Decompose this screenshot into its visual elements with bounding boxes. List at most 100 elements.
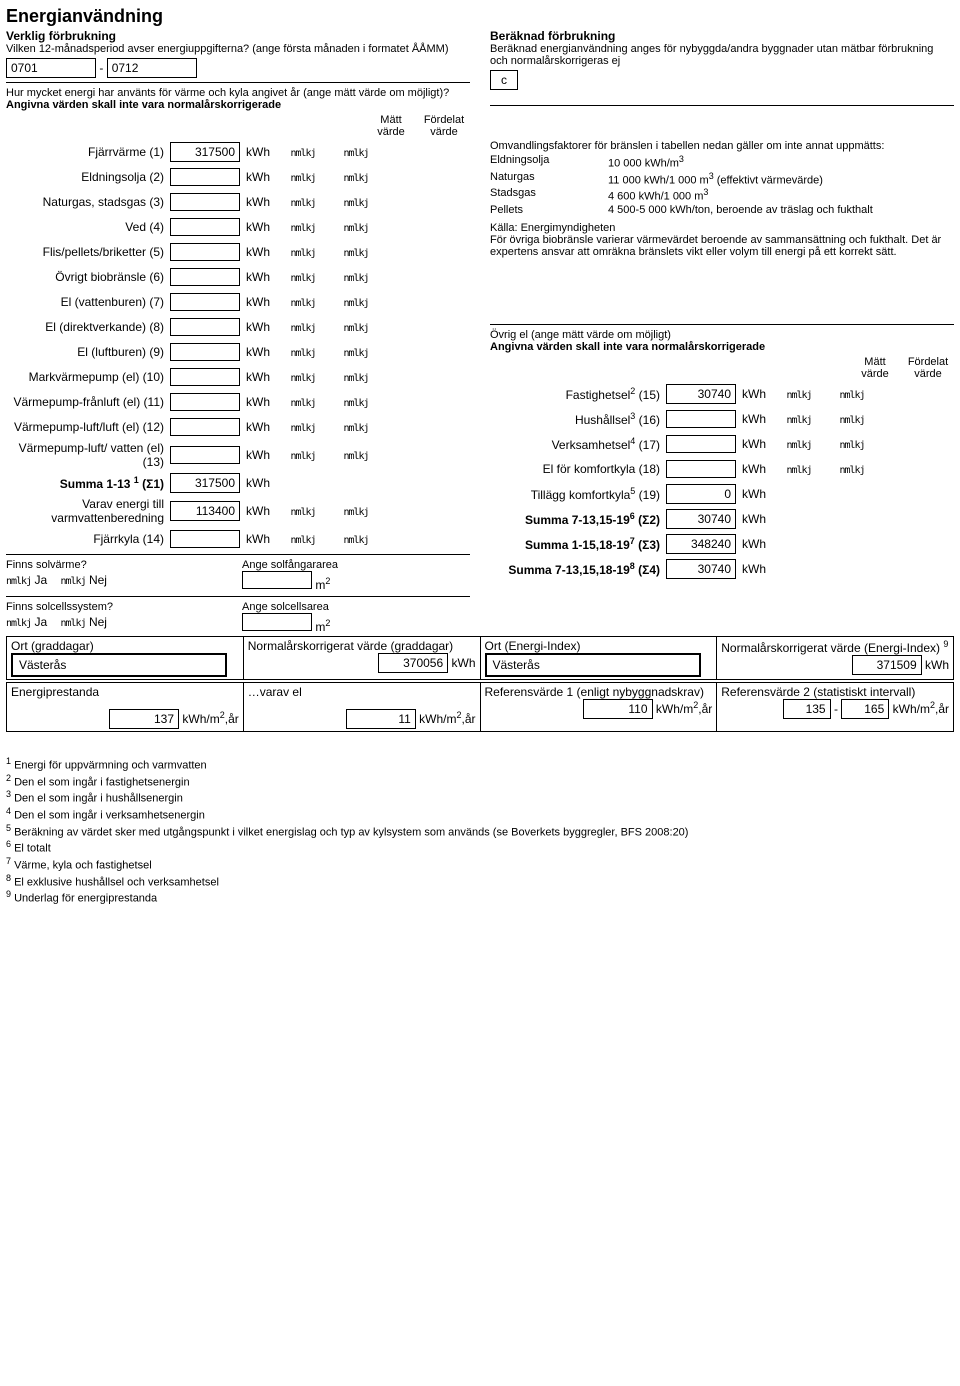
el-row-value[interactable] [666, 460, 736, 478]
radio-fordelat[interactable]: nmlkj [330, 320, 382, 334]
radio-matt[interactable]: nmlkj [282, 245, 324, 259]
unit: kWh [246, 504, 276, 518]
solv-area-input[interactable] [242, 571, 312, 589]
radio-fordelat[interactable]: nmlkj [330, 195, 382, 209]
kalla: Källa: Energimyndigheten [490, 222, 954, 234]
radio[interactable]: nmlkj [282, 504, 324, 518]
unit: kWh/m2,år [893, 702, 949, 716]
radio-fordelat[interactable]: nmlkj [330, 345, 382, 359]
radio-fordelat[interactable]: nmlkj [330, 145, 382, 159]
conv-value: 11 000 kWh/1 000 m3 (effektivt värmevärd… [608, 171, 823, 187]
tillagg-label: Tillägg komfortkyla5 (19) [490, 486, 660, 502]
energy-row-value[interactable] [170, 293, 240, 311]
radio-fordelat[interactable]: nmlkj [330, 270, 382, 284]
radio-matt[interactable]: nmlkj [282, 395, 324, 409]
unit: kWh [246, 145, 276, 159]
radio-fordelat[interactable]: nmlkj [330, 448, 382, 462]
energy-row-label: Naturgas, stadsgas (3) [6, 195, 164, 209]
radio-matt[interactable]: nmlkj [282, 345, 324, 359]
col-fordelat: Fördelat värde [418, 114, 470, 138]
radio-fordelat[interactable]: nmlkj [826, 437, 878, 451]
radio-matt[interactable]: nmlkj [778, 462, 820, 476]
radio-matt[interactable]: nmlkj [282, 220, 324, 234]
radio-fordelat[interactable]: nmlkj [330, 420, 382, 434]
radio-matt[interactable]: nmlkj [282, 195, 324, 209]
energy-row-value[interactable] [170, 193, 240, 211]
norm-gd-label: Normalårskorrigerat värde (graddagar) [248, 639, 476, 653]
norm-ei-value: 371509 [852, 655, 922, 675]
el-row-label: Hushållsel3 (16) [490, 411, 660, 427]
energy-row-value[interactable] [170, 168, 240, 186]
unit: kWh [742, 512, 772, 526]
radio-fordelat[interactable]: nmlkj [330, 370, 382, 384]
ovr-el-heading: Övrig el (ange mätt värde om möjligt) [490, 329, 954, 341]
radio-matt[interactable]: nmlkj [778, 387, 820, 401]
energy-row-value[interactable] [170, 368, 240, 386]
unit: kWh [246, 170, 276, 184]
ort-ei-label: Ort (Energi-Index) [485, 639, 713, 653]
radio-matt[interactable]: nmlkj [282, 320, 324, 334]
varav-label: Varav energi till varmvattenberedning [6, 497, 164, 525]
radio-fordelat[interactable]: nmlkj [330, 295, 382, 309]
radio[interactable]: nmlkj [330, 532, 382, 546]
energy-row-value[interactable] [170, 418, 240, 436]
radio-matt[interactable]: nmlkj [778, 437, 820, 451]
el-row-label: El för komfortkyla (18) [490, 462, 660, 476]
energy-row-value[interactable] [170, 243, 240, 261]
solv-ja-radio[interactable]: nmlkj [6, 576, 31, 587]
radio-matt[interactable]: nmlkj [282, 420, 324, 434]
ja-label: Ja [34, 573, 47, 587]
radio-fordelat[interactable]: nmlkj [330, 395, 382, 409]
energy-row-label: El (direktverkande) (8) [6, 320, 164, 334]
solcell-nej-radio[interactable]: nmlkj [60, 618, 85, 629]
s2-value: 30740 [666, 509, 736, 529]
energy-row-value[interactable] [170, 446, 240, 464]
energy-row-value[interactable] [170, 318, 240, 336]
solcell-area-input[interactable] [242, 613, 312, 631]
ja-label: Ja [34, 615, 47, 629]
radio-fordelat[interactable]: nmlkj [330, 245, 382, 259]
radio[interactable]: nmlkj [282, 532, 324, 546]
ort-ei-value[interactable]: Västerås [485, 653, 701, 677]
radio[interactable]: nmlkj [330, 504, 382, 518]
ep-label: Energiprestanda [11, 685, 239, 699]
unit: kWh [246, 195, 276, 209]
period-to-input[interactable]: 0712 [107, 58, 197, 78]
el-row-value[interactable] [666, 435, 736, 453]
radio-matt[interactable]: nmlkj [282, 170, 324, 184]
el-row-value[interactable]: 30740 [666, 384, 736, 404]
el-row-value[interactable] [666, 410, 736, 428]
energy-row-value[interactable] [170, 393, 240, 411]
unit: kWh [246, 295, 276, 309]
radio-fordelat[interactable]: nmlkj [826, 412, 878, 426]
beraknad-heading: Beräknad förbrukning [490, 29, 954, 43]
radio-fordelat[interactable]: nmlkj [330, 220, 382, 234]
s2-label: Summa 7-13,15-196 (Σ2) [490, 511, 660, 527]
radio-matt[interactable]: nmlkj [282, 145, 324, 159]
ort-gd-value[interactable]: Västerås [11, 653, 227, 677]
energy-row-value[interactable] [170, 343, 240, 361]
ref2-lo: 135 [783, 699, 831, 719]
radio-matt[interactable]: nmlkj [778, 412, 820, 426]
solv-nej-radio[interactable]: nmlkj [60, 576, 85, 587]
energy-row-value[interactable]: 317500 [170, 142, 240, 162]
el-row-label: Fastighetsel2 (15) [490, 386, 660, 402]
radio-matt[interactable]: nmlkj [282, 270, 324, 284]
radio-matt[interactable]: nmlkj [282, 295, 324, 309]
energy-row-value[interactable] [170, 218, 240, 236]
radio-matt[interactable]: nmlkj [282, 448, 324, 462]
radio-matt[interactable]: nmlkj [282, 370, 324, 384]
norm-gd-value: 370056 [378, 653, 448, 673]
period-from-input[interactable]: 0701 [6, 58, 96, 78]
energy-row-value[interactable] [170, 268, 240, 286]
conv-value: 10 000 kWh/m3 [608, 154, 684, 170]
varav-value[interactable]: 113400 [170, 501, 240, 521]
fjarrkyla-value[interactable] [170, 530, 240, 548]
beraknad-checkbox[interactable]: c [490, 70, 518, 90]
unit-kwh: kWh [925, 658, 949, 672]
radio-fordelat[interactable]: nmlkj [826, 387, 878, 401]
solcell-ja-radio[interactable]: nmlkj [6, 618, 31, 629]
radio-fordelat[interactable]: nmlkj [826, 462, 878, 476]
energy-row-label: Markvärmepump (el) (10) [6, 370, 164, 384]
radio-fordelat[interactable]: nmlkj [330, 170, 382, 184]
